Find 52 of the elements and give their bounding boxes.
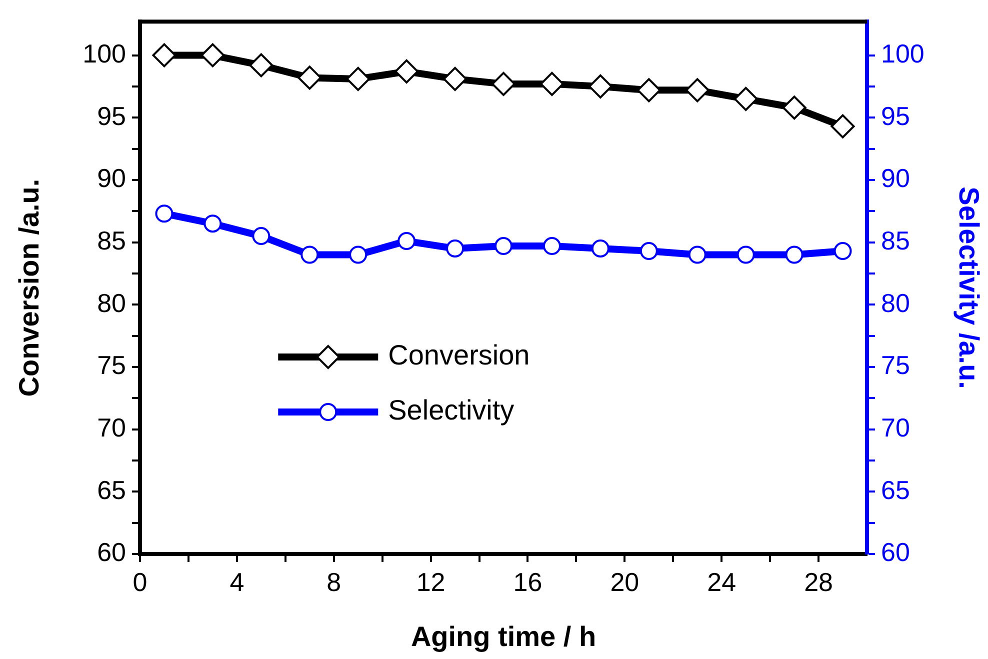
point [249, 53, 274, 78]
point [591, 240, 610, 258]
point [492, 72, 516, 96]
point [834, 242, 852, 260]
point [542, 237, 561, 256]
point [204, 214, 222, 233]
x-tick-label: 4 [230, 566, 244, 597]
point [300, 246, 319, 264]
x-tick-label: 16 [513, 566, 542, 597]
y2-tick-label: 70 [881, 412, 910, 442]
y-tick-label: 70 [97, 412, 126, 442]
point [688, 246, 706, 264]
point [736, 246, 755, 264]
y2-tick-label: 90 [881, 163, 910, 194]
point [830, 114, 855, 138]
y2-tick-label: 85 [881, 225, 910, 256]
y2-axis-title: Selectivity /a.u. [953, 186, 984, 389]
point [349, 246, 368, 264]
y2-tick-label: 60 [881, 537, 910, 568]
point [640, 242, 658, 260]
x-axis-title: Aging time / h [410, 620, 596, 652]
x-tick-label: 28 [804, 566, 833, 597]
point [734, 86, 758, 111]
x-tick-label: 20 [610, 566, 640, 597]
y-tick-label: 80 [97, 288, 126, 318]
legend-label: Conversion [388, 340, 530, 371]
y-tick-label: 60 [97, 537, 126, 568]
y2-tick-label: 75 [881, 350, 910, 380]
point [785, 246, 804, 264]
point [398, 232, 416, 250]
point [446, 240, 464, 258]
x-tick-label: 8 [326, 566, 342, 597]
point [782, 96, 806, 120]
point [252, 227, 270, 246]
y-tick-label: 95 [97, 100, 126, 131]
y-tick-label: 65 [97, 474, 126, 505]
legend-label: Selectivity [388, 394, 514, 426]
y-axis-title: Conversion /a.u. [14, 178, 45, 397]
y-tick-label: 75 [97, 350, 126, 380]
y2-tick-label: 100 [881, 38, 924, 68]
point [155, 204, 174, 223]
point [394, 59, 419, 84]
y2-tick-label: 65 [881, 474, 910, 505]
y-tick-label: 100 [82, 38, 126, 68]
y2-tick-label: 80 [881, 288, 910, 318]
point [494, 237, 512, 256]
x-tick-label: 24 [707, 566, 736, 597]
y-tick-label: 90 [97, 163, 126, 194]
x-tick-label: 12 [416, 566, 446, 597]
x-tick-label: 0 [132, 566, 148, 597]
y2-tick-label: 95 [881, 100, 910, 131]
y-tick-label: 85 [97, 225, 126, 256]
